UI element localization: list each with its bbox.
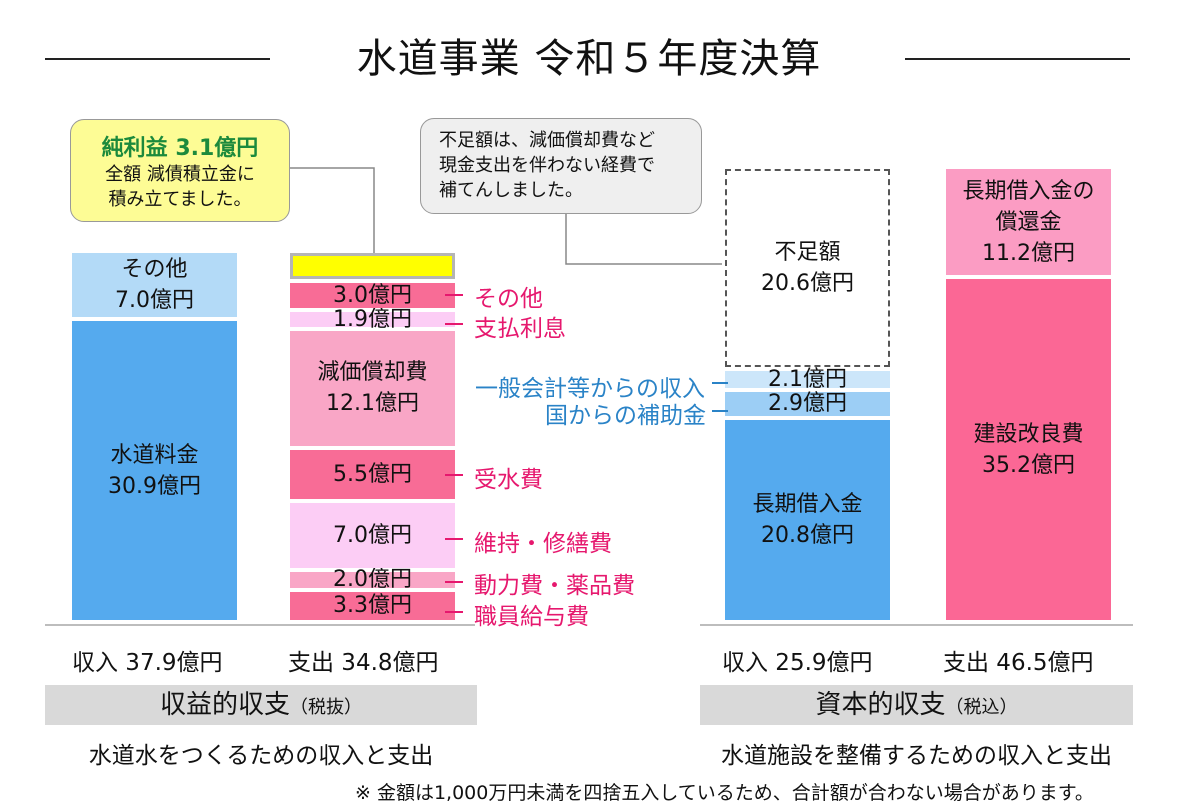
segment-label: 水道料金 — [110, 442, 199, 468]
section-capital-title: 資本的収支 — [815, 690, 946, 720]
baseline-left — [45, 624, 475, 626]
segment-label: 不足額 — [774, 240, 841, 266]
total-revenue-expense: 支出 34.8億円 — [288, 650, 439, 676]
bar-segment-長期借入金: 長期借入金 20.8億円 — [725, 420, 890, 620]
bar-segment-職員給与費: 3.3億円 — [290, 591, 455, 620]
segment-label: 20.8億円 — [761, 523, 854, 549]
segment-label: 35.2億円 — [982, 452, 1075, 478]
shortfall-callout: 不足額は、減価償却費など 現金支出を伴わない経費で 補てんしました。 — [420, 118, 702, 214]
bar-segment-その他: 3.0億円 — [290, 282, 455, 309]
segment-label: その他 — [121, 256, 188, 282]
leader-water-purchase — [445, 474, 463, 476]
title-rule-right — [905, 58, 1130, 60]
leader-cap-national — [712, 410, 728, 412]
page-title: 水道事業 令和５年度決算 — [356, 36, 822, 82]
segment-label: 2.0億円 — [333, 567, 412, 593]
bar-segment-長期借入金の償還金: 長期借入金の 償還金 11.2億円 — [946, 169, 1111, 276]
section-capital-header: 資本的収支（税込） — [700, 685, 1133, 725]
bar-segment-一般会計等からの収入: 2.1億円 — [725, 367, 890, 392]
section-capital-tax: （税込） — [945, 697, 1018, 718]
segment-label: 償還金 — [995, 209, 1062, 235]
title-rule-left — [45, 58, 270, 60]
footnote: ※ 金額は1,000万円未満を四捨五入しているため、合計額が合わない場合がありま… — [355, 782, 1094, 804]
leader-maintenance — [445, 538, 463, 540]
segment-label: 2.1億円 — [768, 366, 847, 392]
segment-label: 3.3億円 — [333, 593, 412, 619]
segment-label: 30.9億円 — [108, 473, 201, 499]
baseline-right — [700, 624, 1133, 626]
bar-segment-支払利息: 1.9億円 — [290, 307, 455, 332]
segment-label: 長期借入金 — [752, 492, 863, 518]
section-revenue-tax: （税抜） — [290, 697, 362, 718]
profit-connector — [290, 167, 375, 262]
label-exp-salary: 職員給与費 — [474, 604, 589, 630]
bar-segment-動力費・薬品費: 2.0億円 — [290, 567, 455, 592]
profit-callout: 純利益 3.1億円 全額 減債積立金に 積み立てました。 — [70, 119, 290, 222]
shortfall-callout-body: 不足額は、減価償却費など 現金支出を伴わない経費で 補てんしました。 — [439, 130, 655, 201]
leader-power — [445, 581, 463, 583]
bar-segment-建設改良費: 建設改良費 35.2億円 — [946, 279, 1111, 620]
leader-other — [445, 294, 463, 296]
section-revenue-title: 収益的収支 — [159, 690, 290, 720]
section-revenue-header: 収益的収支（税抜） — [45, 685, 477, 725]
bar-segment-減価償却費: 減価償却費 12.1億円 — [290, 330, 455, 446]
total-revenue-income: 収入 37.9億円 — [72, 650, 223, 676]
segment-label: 7.0億円 — [333, 523, 412, 549]
bar-segment-維持・修繕費: 7.0億円 — [290, 503, 455, 569]
segment-label: 2.9億円 — [768, 391, 847, 417]
leader-salary — [445, 611, 463, 613]
total-capital-expense: 支出 46.5億円 — [943, 650, 1094, 676]
label-exp-power: 動力費・薬品費 — [474, 573, 635, 599]
label-exp-water-purchase: 受水費 — [474, 467, 543, 493]
section-capital-desc: 水道施設を整備するための収入と支出 — [721, 743, 1112, 769]
section-revenue-desc: 水道水をつくるための収入と支出 — [88, 743, 434, 769]
leader-cap-general — [712, 382, 728, 384]
shortfall-connector — [565, 214, 722, 265]
total-capital-income: 収入 25.9億円 — [722, 650, 873, 676]
label-cap-general: 一般会計等からの収入 — [475, 376, 705, 402]
segment-label: 7.0億円 — [115, 287, 194, 313]
bar-segment-不足額: 不足額 20.6億円 — [725, 169, 890, 368]
segment-label: 長期借入金の — [962, 178, 1095, 204]
bar-segment-水道料金: 水道料金 30.9億円 — [72, 321, 237, 620]
segment-label: 減価償却費 — [317, 360, 428, 386]
label-exp-other: その他 — [474, 286, 543, 312]
segment-label: 12.1億円 — [326, 391, 419, 417]
bar-segment-純利益 — [290, 252, 455, 279]
segment-label: 建設改良費 — [973, 421, 1084, 447]
label-exp-interest: 支払利息 — [474, 316, 566, 342]
profit-callout-title: 純利益 3.1億円 — [101, 136, 259, 161]
bar-segment-受水費: 5.5億円 — [290, 449, 455, 500]
segment-label: 11.2億円 — [982, 240, 1075, 266]
bar-segment-国からの補助金: 2.9億円 — [725, 391, 890, 416]
segment-label: 20.6億円 — [761, 271, 854, 297]
segment-label: 5.5億円 — [333, 461, 412, 487]
label-exp-maintenance: 維持・修繕費 — [474, 531, 612, 557]
bar-segment-その他: その他 7.0億円 — [72, 252, 237, 318]
segment-label: 3.0億円 — [333, 283, 412, 309]
label-cap-national: 国からの補助金 — [545, 403, 706, 429]
leader-interest — [445, 323, 463, 325]
segment-label: 1.9億円 — [333, 307, 412, 333]
profit-callout-body: 全額 減債積立金に 積み立てました。 — [105, 164, 255, 210]
